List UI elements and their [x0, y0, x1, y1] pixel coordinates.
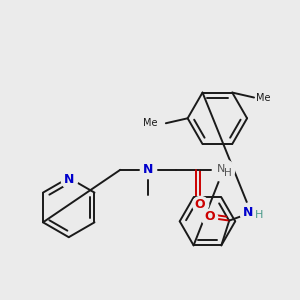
Text: N: N	[243, 206, 253, 219]
Text: N: N	[217, 164, 226, 174]
Text: Me: Me	[143, 118, 158, 128]
Text: O: O	[204, 210, 215, 223]
Text: H: H	[224, 168, 232, 178]
Text: N: N	[64, 173, 74, 186]
Text: O: O	[194, 198, 205, 211]
Text: N: N	[143, 163, 153, 176]
Text: Me: Me	[256, 92, 271, 103]
Text: H: H	[255, 210, 263, 220]
